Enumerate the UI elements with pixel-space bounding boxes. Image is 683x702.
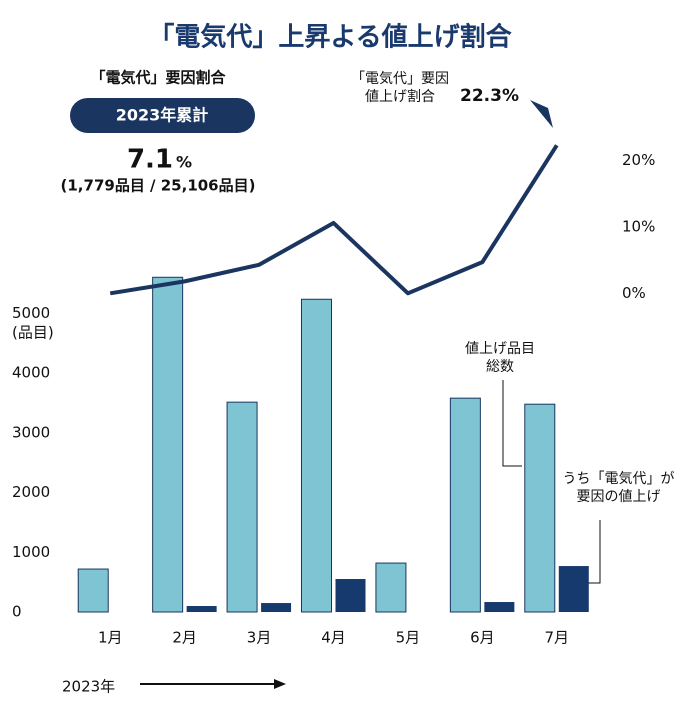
- bar: [152, 276, 184, 613]
- y2-tick-label: 10%: [622, 217, 655, 235]
- leader-line: [502, 380, 522, 467]
- bar: [449, 397, 481, 613]
- y-tick-label: 2000: [12, 483, 50, 501]
- bar: [77, 568, 109, 613]
- x-note: 2023年: [62, 678, 115, 696]
- y-tick-label: 3000: [12, 423, 50, 441]
- badge: [70, 98, 255, 133]
- bar: [186, 606, 217, 612]
- x-tick-label: 3月: [247, 629, 272, 647]
- y-tick-label: 4000: [12, 364, 50, 382]
- pointer: [530, 100, 553, 128]
- summary-value: 7.1: [127, 145, 173, 175]
- y-tick-label: 0: [12, 603, 22, 621]
- legend-entry: 値上げ品目 総数: [465, 341, 535, 376]
- y-unit-label: (品目): [12, 324, 54, 342]
- summary-unit: %: [176, 153, 192, 172]
- bar: [301, 298, 332, 613]
- x-tick-label: 4月: [321, 629, 346, 647]
- bar: [558, 566, 589, 612]
- y-tick-label: 5000: [12, 304, 50, 322]
- legend-entry: うち「電気代」が 要因の値上げ: [562, 471, 675, 506]
- chart-title: 「電気代」上昇よる値上げ割合: [148, 22, 512, 53]
- arrow-head: [274, 679, 286, 689]
- x-tick-label: 2月: [172, 629, 197, 647]
- badge-text: 2023年累計: [116, 106, 209, 125]
- x-tick-label: 6月: [470, 629, 495, 647]
- y2-tick-label: 20%: [622, 151, 655, 169]
- x-tick-label: 5月: [396, 629, 421, 647]
- summary-detail: (1,779品目 / 25,106品目): [61, 177, 256, 195]
- bar: [524, 403, 556, 613]
- y2-tick-label: 0%: [622, 284, 646, 302]
- y-tick-label: 1000: [12, 543, 50, 561]
- leader-line: [588, 520, 601, 584]
- bar: [484, 602, 515, 612]
- bar: [226, 401, 258, 613]
- line-label: 「電気代」要因 値上げ割合: [351, 71, 449, 106]
- summary-heading: 「電気代」要因割合: [90, 69, 226, 87]
- line: [109, 144, 559, 296]
- x-tick-label: 1月: [98, 629, 123, 647]
- x-tick-label: 7月: [545, 629, 570, 647]
- bar: [375, 562, 407, 613]
- bar: [335, 579, 366, 612]
- bar: [261, 603, 292, 612]
- value-label: 22.3%: [460, 86, 519, 106]
